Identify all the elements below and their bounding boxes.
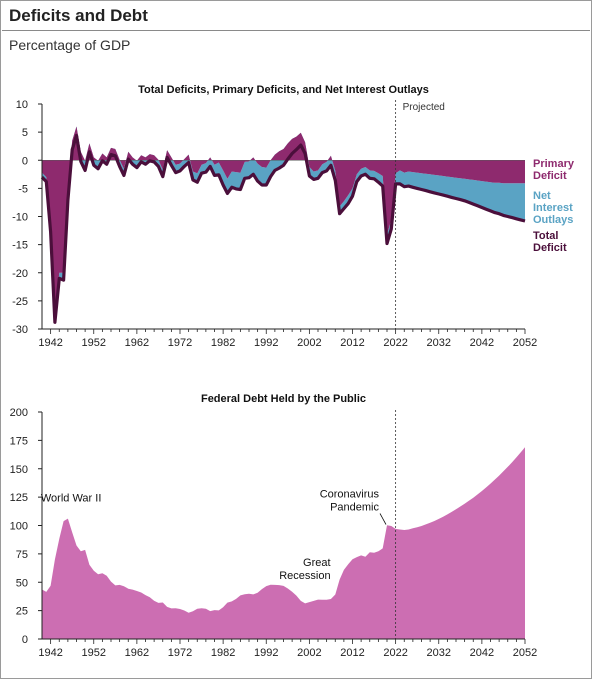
debt-area: [42, 447, 525, 639]
x-tick-label: 1952: [82, 647, 106, 659]
y-tick-label: 10: [16, 99, 28, 111]
x-tick-label: 2022: [383, 337, 407, 349]
x-tick-label: 2032: [427, 337, 451, 349]
debt-chart: Federal Debt Held by the Public 200 175 150…: [10, 393, 538, 659]
y-tick-label: -30: [12, 324, 28, 336]
x-tick-label: 1972: [168, 337, 192, 349]
y-tick-label: 50: [16, 577, 28, 589]
annotation-world-war-ii: World War II: [41, 493, 102, 505]
x-tick-label: 1992: [254, 337, 278, 349]
x-tick-label: 2022: [383, 647, 407, 659]
figure-subtitle: Percentage of GDP: [9, 37, 131, 53]
x-tick-label: 2032: [427, 647, 451, 659]
y-tick-label: -15: [12, 240, 28, 252]
y-tick-label: 75: [16, 549, 28, 561]
x-tick-label: 1982: [211, 337, 235, 349]
x-tick-label: 1942: [38, 647, 62, 659]
x-tick-label: 1942: [38, 337, 62, 349]
x-tick-label: 2002: [297, 647, 321, 659]
x-tick-label: 2052: [513, 337, 537, 349]
total-deficit-line: [40, 133, 526, 324]
pandemic-leader-line: [379, 513, 387, 525]
figure-title: Deficits and Debt: [9, 6, 148, 25]
y-tick-label: -10: [12, 212, 28, 224]
legend-total-deficit: Total Deficit: [533, 230, 567, 254]
y-tick-label: 5: [22, 127, 28, 139]
x-tick-label: 2012: [340, 647, 364, 659]
y-tick-label: 175: [10, 435, 28, 447]
title-divider: [2, 30, 590, 31]
legend-net-interest: Net Interest Outlays: [533, 190, 573, 226]
x-tick-label: 1992: [254, 647, 278, 659]
annotation-coronavirus-pandemic: Coronavirus Pandemic: [320, 489, 380, 514]
legend-primary-deficit: Primary Deficit: [533, 158, 575, 182]
x-tick-label: 1962: [125, 647, 149, 659]
x-tick-label: 2012: [340, 337, 364, 349]
x-tick-label: 1972: [168, 647, 192, 659]
y-tick-label: 200: [10, 407, 28, 419]
y-tick-label: -5: [18, 183, 28, 195]
x-tick-label: 2042: [470, 647, 494, 659]
y-tick-label: -20: [12, 268, 28, 280]
x-tick-label: 2042: [470, 337, 494, 349]
y-tick-label: -25: [12, 296, 28, 308]
projected-label: Projected: [403, 102, 445, 113]
y-tick-label: 150: [10, 464, 28, 476]
chart-title-1: Total Deficits, Primary Deficits, and Ne…: [138, 84, 429, 96]
deficits-chart: Projected Total Deficits, Primary Deficit…: [12, 84, 575, 349]
y-tick-label: 100: [10, 521, 28, 533]
annotation-great-recession: Great Recession: [279, 557, 330, 582]
chart-title-2: Federal Debt Held by the Public: [201, 393, 366, 405]
y-tick-label: 125: [10, 492, 28, 504]
x-tick-label: 2002: [297, 337, 321, 349]
y-tick-label: 25: [16, 606, 28, 618]
y-tick-label: 0: [22, 634, 28, 646]
x-tick-label: 2052: [513, 647, 537, 659]
x-tick-label: 1982: [211, 647, 235, 659]
x-tick-label: 1952: [82, 337, 106, 349]
x-tick-label: 1962: [125, 337, 149, 349]
y-tick-label: 0: [22, 155, 28, 167]
